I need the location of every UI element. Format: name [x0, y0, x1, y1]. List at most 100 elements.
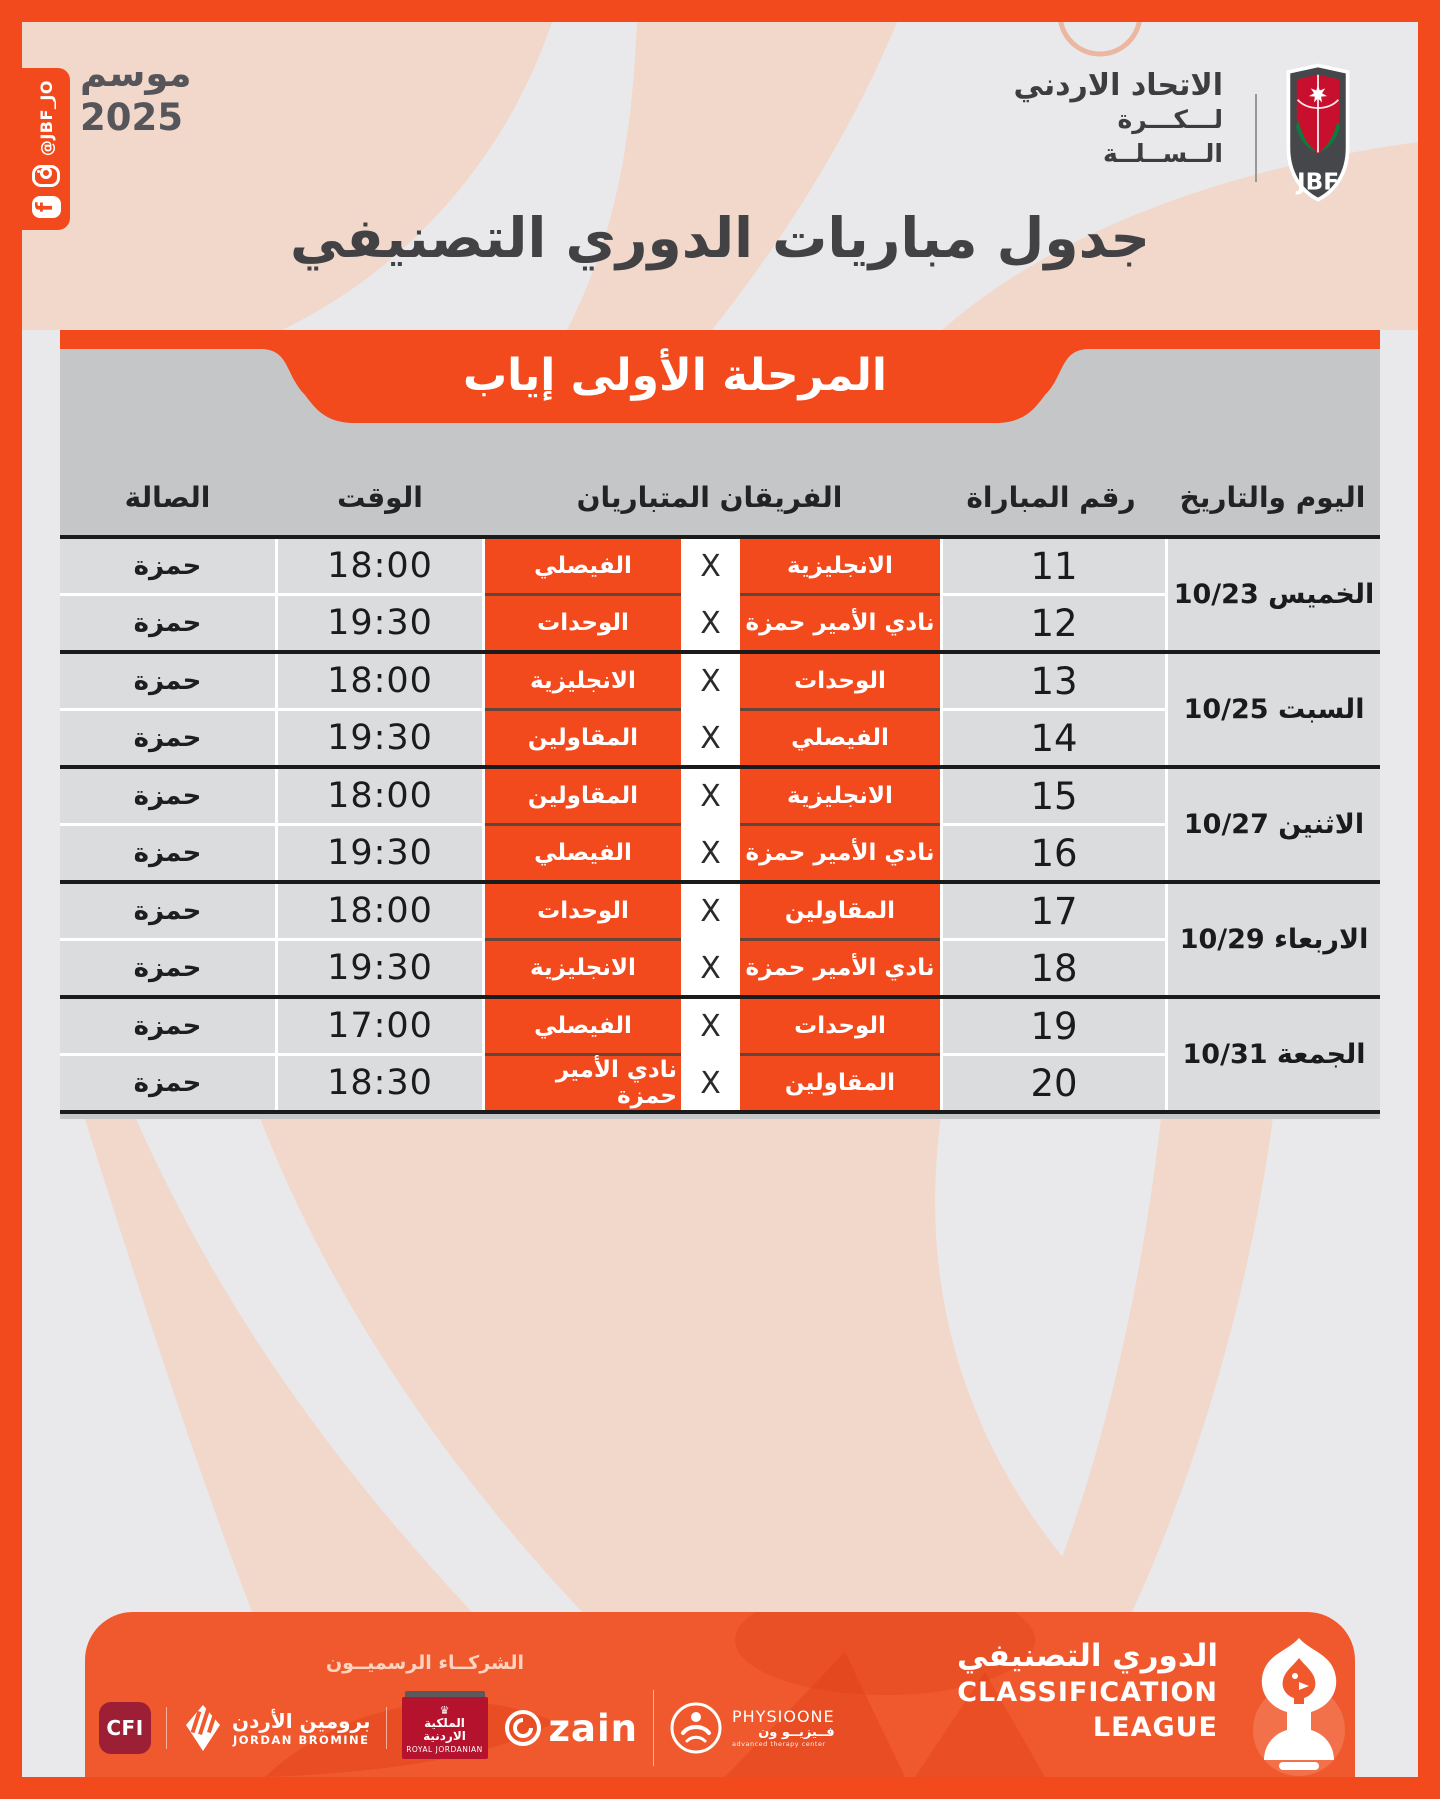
- physio-one-ar: فــيزيــو ون: [758, 1724, 835, 1740]
- date-cell: الجمعة 10/31: [1168, 999, 1380, 1110]
- header-time: الوقت: [337, 481, 423, 514]
- team-right-cell: المقاولين: [740, 1056, 940, 1110]
- match-number-cell: 19: [943, 999, 1165, 1053]
- season-label: موسم: [80, 52, 192, 95]
- social-handle[interactable]: @JBF_JO: [36, 80, 56, 157]
- facebook-icon[interactable]: f: [31, 196, 61, 218]
- ring-decoration: [1058, 22, 1142, 57]
- vs-cell: X: [681, 941, 740, 995]
- time-cell: 18:00: [278, 654, 482, 708]
- header-match-no: رقم المباراة: [966, 481, 1136, 514]
- date-cell: الاثنين 10/27: [1168, 769, 1380, 880]
- match-number-cell: 20: [943, 1056, 1165, 1110]
- instagram-icon[interactable]: [32, 165, 60, 188]
- hall-cell: حمزة: [60, 1056, 275, 1110]
- hall-cell: حمزة: [60, 999, 275, 1053]
- vs-cell: X: [681, 1056, 740, 1110]
- physio-one-tagline: advanced therapy center: [732, 1739, 826, 1748]
- hall-cell: حمزة: [60, 826, 275, 880]
- team-left-cell: الفيصلي: [485, 539, 681, 593]
- date-group: حمزة 18:00 الوحدات X المقاولين 17 حمزة 1…: [60, 884, 1380, 995]
- jbf-abbr: JBF: [1295, 169, 1339, 195]
- hall-cell: حمزة: [60, 711, 275, 765]
- sponsor-divider: [166, 1707, 167, 1749]
- match-row: حمزة 18:00 الانجليزية X الوحدات 13: [60, 654, 1380, 708]
- vs-cell: X: [681, 826, 740, 880]
- time-cell: 18:00: [278, 539, 482, 593]
- season-block: موسم 2025: [80, 52, 192, 141]
- table-top-line: [60, 535, 1380, 539]
- team-right-cell: نادي الأمير حمزة: [740, 826, 940, 880]
- table-bottom-line: [60, 1110, 1380, 1114]
- vs-cell: X: [681, 539, 740, 593]
- team-right-cell: الوحدات: [740, 654, 940, 708]
- group-separator: [60, 765, 1380, 769]
- date-group: حمزة 18:00 الفيصلي X الانجليزية 11 حمزة …: [60, 539, 1380, 650]
- gray-channel: [132, 1110, 582, 1612]
- hall-cell: حمزة: [60, 769, 275, 823]
- team-left-cell: المقاولين: [485, 711, 681, 765]
- time-cell: 18:30: [278, 1056, 482, 1110]
- hall-cell: حمزة: [60, 941, 275, 995]
- team-right-cell: الوحدات: [740, 999, 940, 1053]
- match-row: حمزة 19:30 المقاولين X الفيصلي 14: [60, 711, 1380, 765]
- team-left-cell: الفيصلي: [485, 999, 681, 1053]
- schedule-body: حمزة 18:00 الفيصلي X الانجليزية 11 حمزة …: [60, 535, 1380, 1114]
- time-cell: 18:00: [278, 884, 482, 938]
- group-separator: [60, 995, 1380, 999]
- sponsor-divider: [653, 1690, 655, 1766]
- season-year: 2025: [80, 96, 183, 140]
- vs-cell: X: [681, 769, 740, 823]
- federation-line1: الاتحاد الاردني: [1013, 68, 1223, 103]
- vs-cell: X: [681, 884, 740, 938]
- shield-green-left: [1295, 121, 1318, 153]
- stage-banner-label: المرحلة الأولى إياب: [462, 350, 888, 401]
- header-day-date: اليوم والتاريخ: [1179, 481, 1366, 514]
- zain-wordmark: zain: [548, 1706, 639, 1750]
- team-right-cell: نادي الأمير حمزة: [740, 941, 940, 995]
- match-number-cell: 18: [943, 941, 1165, 995]
- match-number-cell: 17: [943, 884, 1165, 938]
- sponsor-divider: [385, 1707, 387, 1749]
- match-number-cell: 12: [943, 596, 1165, 650]
- team-left-cell: الانجليزية: [485, 941, 681, 995]
- team-left-cell: المقاولين: [485, 769, 681, 823]
- match-row: حمزة 18:00 الفيصلي X الانجليزية 11: [60, 539, 1380, 593]
- date-cell: السبت 10/25: [1168, 654, 1380, 765]
- team-left-cell: نادي الأمير حمزة: [485, 1056, 681, 1110]
- league-title-en2: LEAGUE: [1092, 1712, 1218, 1744]
- vs-cell: X: [681, 596, 740, 650]
- jordan-bromine-icon: [186, 1705, 220, 1751]
- physio-one-icon: [670, 1702, 722, 1754]
- team-left-cell: الوحدات: [485, 884, 681, 938]
- jordan-star: [1308, 84, 1328, 103]
- partners-label: الشركــاء الرسميــون: [325, 1652, 525, 1674]
- hall-cell: حمزة: [60, 654, 275, 708]
- match-number-cell: 14: [943, 711, 1165, 765]
- date-cell: الاربعاء 10/29: [1168, 884, 1380, 995]
- match-row: حمزة 19:30 الانجليزية X نادي الأمير حمزة…: [60, 941, 1380, 995]
- crown-icon: ♛: [439, 1703, 450, 1717]
- vs-cell: X: [681, 654, 740, 708]
- league-title-ar: الدوري التصنيفي: [957, 1638, 1218, 1674]
- table-header: الصالة الوقت الفريقان المتباريان رقم الم…: [60, 481, 1380, 525]
- sponsors-row: CFI برومين الأردن JORDAN BROMINE ♛ الملك…: [99, 1690, 835, 1766]
- team-right-cell: المقاولين: [740, 884, 940, 938]
- cfi-logo: CFI: [99, 1702, 151, 1754]
- league-title-block: الدوري التصنيفي CLASSIFICATION LEAGUE: [798, 1638, 1218, 1745]
- jordan-bromine-ar: برومين الأردن: [232, 1709, 371, 1733]
- jordan-bromine-logo: برومين الأردن JORDAN BROMINE: [182, 1703, 371, 1753]
- jordan-bromine-en: JORDAN BROMINE: [232, 1733, 370, 1747]
- time-cell: 19:30: [278, 826, 482, 880]
- team-left-cell: الوحدات: [485, 596, 681, 650]
- zain-icon: [504, 1710, 541, 1746]
- social-media-tab: f @JBF_JO: [22, 68, 70, 230]
- royal-jordanian-ar: الملكية الاردنية: [423, 1715, 466, 1743]
- schedule-panel: الصالة الوقت الفريقان المتباريان رقم الم…: [60, 349, 1380, 1119]
- pink-band-top-middle: [567, 22, 897, 330]
- header-teams: الفريقان المتباريان: [576, 481, 843, 514]
- team-right-cell: الانجليزية: [740, 769, 940, 823]
- match-row: حمزة 18:00 الوحدات X المقاولين 17: [60, 884, 1380, 938]
- pink-band-middle: [82, 1110, 1112, 1612]
- time-cell: 19:30: [278, 596, 482, 650]
